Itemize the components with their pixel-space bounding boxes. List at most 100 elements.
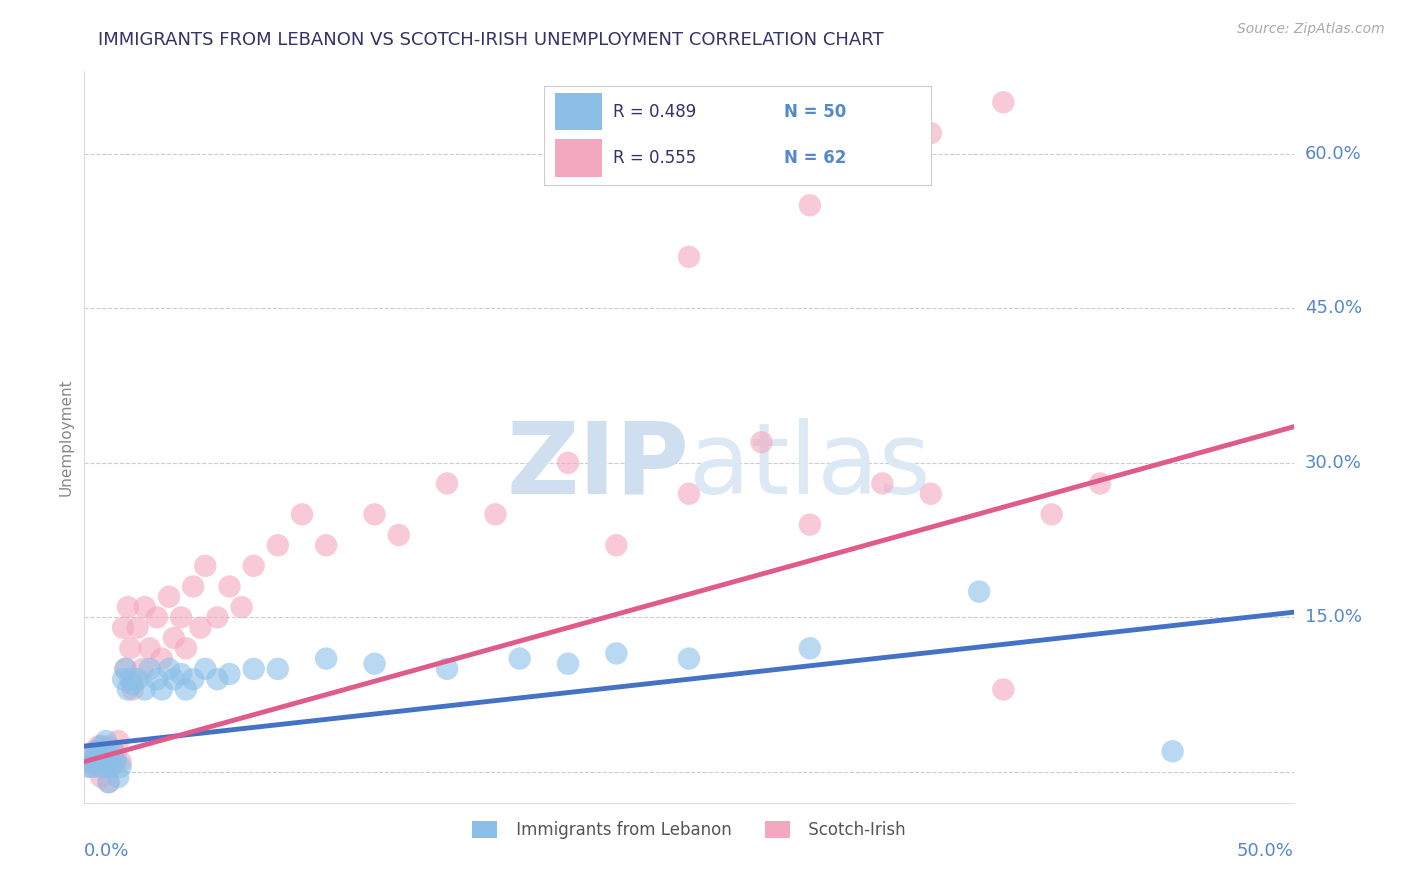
Text: 0.0%: 0.0% <box>84 842 129 860</box>
Point <box>94 749 117 764</box>
Point <box>1040 508 1063 522</box>
Point <box>242 558 264 573</box>
Text: 15.0%: 15.0% <box>1305 608 1361 626</box>
Point <box>94 734 117 748</box>
Point <box>103 744 125 758</box>
Point <box>388 528 411 542</box>
Point <box>993 682 1015 697</box>
Point <box>83 760 105 774</box>
Text: 30.0%: 30.0% <box>1305 454 1361 472</box>
Point <box>80 755 103 769</box>
Text: Source: ZipAtlas.com: Source: ZipAtlas.com <box>1237 22 1385 37</box>
Point <box>93 760 115 774</box>
Point <box>117 600 139 615</box>
Point <box>93 744 115 758</box>
Point <box>170 610 193 624</box>
Point <box>751 435 773 450</box>
Point <box>799 641 821 656</box>
Point <box>110 760 132 774</box>
Legend:  Immigrants from Lebanon,  Scotch-Irish: Immigrants from Lebanon, Scotch-Irish <box>465 814 912 846</box>
Point <box>120 672 142 686</box>
Point <box>678 487 700 501</box>
Point <box>920 487 942 501</box>
Point <box>86 749 108 764</box>
Text: ZIP: ZIP <box>506 417 689 515</box>
Point <box>77 760 100 774</box>
Point <box>157 590 180 604</box>
Point <box>363 508 385 522</box>
Point <box>86 744 108 758</box>
Point <box>993 95 1015 110</box>
Point <box>872 476 894 491</box>
Y-axis label: Unemployment: Unemployment <box>58 378 73 496</box>
Point <box>121 682 143 697</box>
Text: atlas: atlas <box>689 417 931 515</box>
Point <box>267 538 290 552</box>
Point <box>110 755 132 769</box>
Point <box>120 641 142 656</box>
Point <box>107 770 129 784</box>
Point <box>163 672 186 686</box>
Point <box>90 760 112 774</box>
Point <box>194 558 217 573</box>
Point <box>80 755 103 769</box>
Point <box>218 667 240 681</box>
Point <box>90 755 112 769</box>
Point <box>967 584 990 599</box>
Point <box>97 775 120 789</box>
Point <box>799 198 821 212</box>
Point <box>194 662 217 676</box>
Point <box>1088 476 1111 491</box>
Point <box>100 760 122 774</box>
Point <box>436 662 458 676</box>
Point <box>678 250 700 264</box>
Point <box>557 456 579 470</box>
Point <box>315 538 337 552</box>
Point <box>114 662 136 676</box>
Point <box>181 672 204 686</box>
Text: 50.0%: 50.0% <box>1237 842 1294 860</box>
Point <box>131 662 153 676</box>
Text: 60.0%: 60.0% <box>1305 145 1361 162</box>
Point <box>174 682 197 697</box>
Point <box>605 647 627 661</box>
Point <box>90 770 112 784</box>
Point <box>315 651 337 665</box>
Point <box>77 760 100 774</box>
Point <box>127 621 149 635</box>
Point <box>484 508 506 522</box>
Point <box>104 749 127 764</box>
Point <box>150 651 173 665</box>
Point <box>678 651 700 665</box>
Point <box>112 672 135 686</box>
Point <box>163 631 186 645</box>
Point <box>509 651 531 665</box>
Point <box>146 610 169 624</box>
Point <box>150 682 173 697</box>
Point <box>97 775 120 789</box>
Point <box>103 744 125 758</box>
Point <box>127 672 149 686</box>
Point <box>231 600 253 615</box>
Point <box>100 760 122 774</box>
Point <box>207 672 229 686</box>
Point <box>920 126 942 140</box>
Point <box>557 657 579 671</box>
Point <box>94 760 117 774</box>
Point <box>218 579 240 593</box>
Point <box>605 538 627 552</box>
Point <box>363 657 385 671</box>
Point <box>93 755 115 769</box>
Point <box>146 672 169 686</box>
Text: IMMIGRANTS FROM LEBANON VS SCOTCH-IRISH UNEMPLOYMENT CORRELATION CHART: IMMIGRANTS FROM LEBANON VS SCOTCH-IRISH … <box>98 31 884 49</box>
Point <box>170 667 193 681</box>
Point <box>121 677 143 691</box>
Point <box>107 734 129 748</box>
Point <box>138 641 160 656</box>
Point <box>181 579 204 593</box>
Point <box>207 610 229 624</box>
Point <box>134 682 156 697</box>
Point <box>267 662 290 676</box>
Point <box>87 749 110 764</box>
Point <box>174 641 197 656</box>
